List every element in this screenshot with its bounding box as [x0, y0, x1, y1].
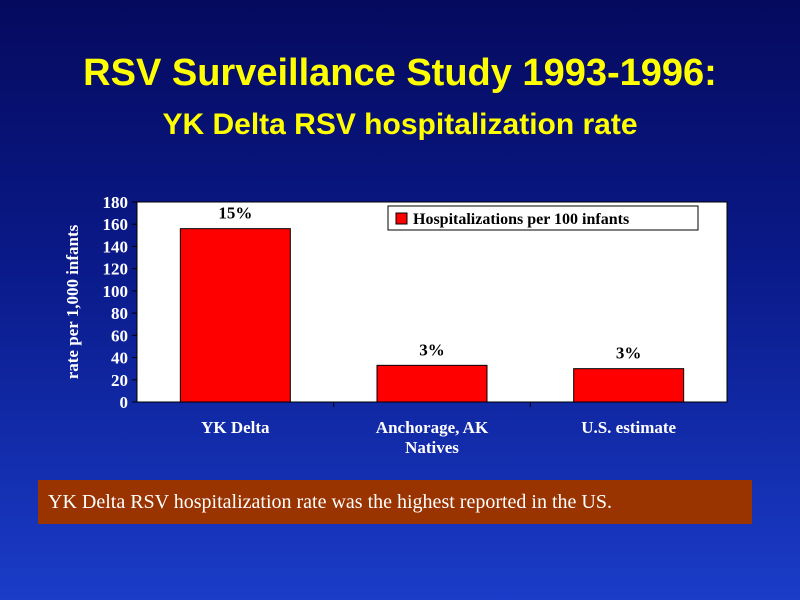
- bar: [376, 364, 488, 403]
- y-tick-label: 80: [111, 304, 128, 323]
- x-tick-label-line: Anchorage, AK: [376, 418, 489, 437]
- x-tick-label: YK Delta: [201, 418, 270, 437]
- data-label: 3%: [419, 340, 445, 359]
- y-tick-label: 20: [111, 371, 128, 390]
- x-tick-label-line: Natives: [405, 438, 459, 457]
- y-tick-label: 100: [103, 282, 129, 301]
- legend-label: Hospitalizations per 100 infants: [413, 211, 629, 228]
- legend-box: [387, 205, 699, 231]
- conclusion-note: YK Delta RSV hospitalization rate was th…: [38, 480, 752, 524]
- y-tick-label: 120: [103, 260, 129, 279]
- y-tick-label: 180: [103, 193, 129, 212]
- y-tick-label: 140: [103, 237, 129, 256]
- y-tick-label: 60: [111, 326, 128, 345]
- bar-chart: 0 20 40 60 80 100 120 140 160 180 rate per 1,000 i…: [63, 193, 728, 457]
- slide-title: RSV Surveillance Study 1993-1996:: [83, 52, 717, 94]
- x-tick-label: U.S. estimate: [581, 418, 676, 437]
- x-tick-label-line: U.S. estimate: [581, 418, 676, 437]
- bar: [573, 368, 685, 403]
- y-tick-label: 0: [120, 393, 129, 412]
- x-tick-label: Anchorage, AK Natives: [376, 418, 489, 457]
- y-axis-label: rate per 1,000 infants: [63, 224, 82, 379]
- data-label: 15%: [218, 204, 252, 223]
- slide-subtitle: YK Delta RSV hospitalization rate: [162, 108, 638, 141]
- y-tick-label: 40: [111, 349, 128, 368]
- data-label: 3%: [616, 344, 642, 363]
- legend-swatch: [395, 212, 408, 225]
- x-tick-label-line: YK Delta: [201, 418, 270, 437]
- bar: [179, 228, 291, 403]
- y-tick-label: 160: [103, 215, 129, 234]
